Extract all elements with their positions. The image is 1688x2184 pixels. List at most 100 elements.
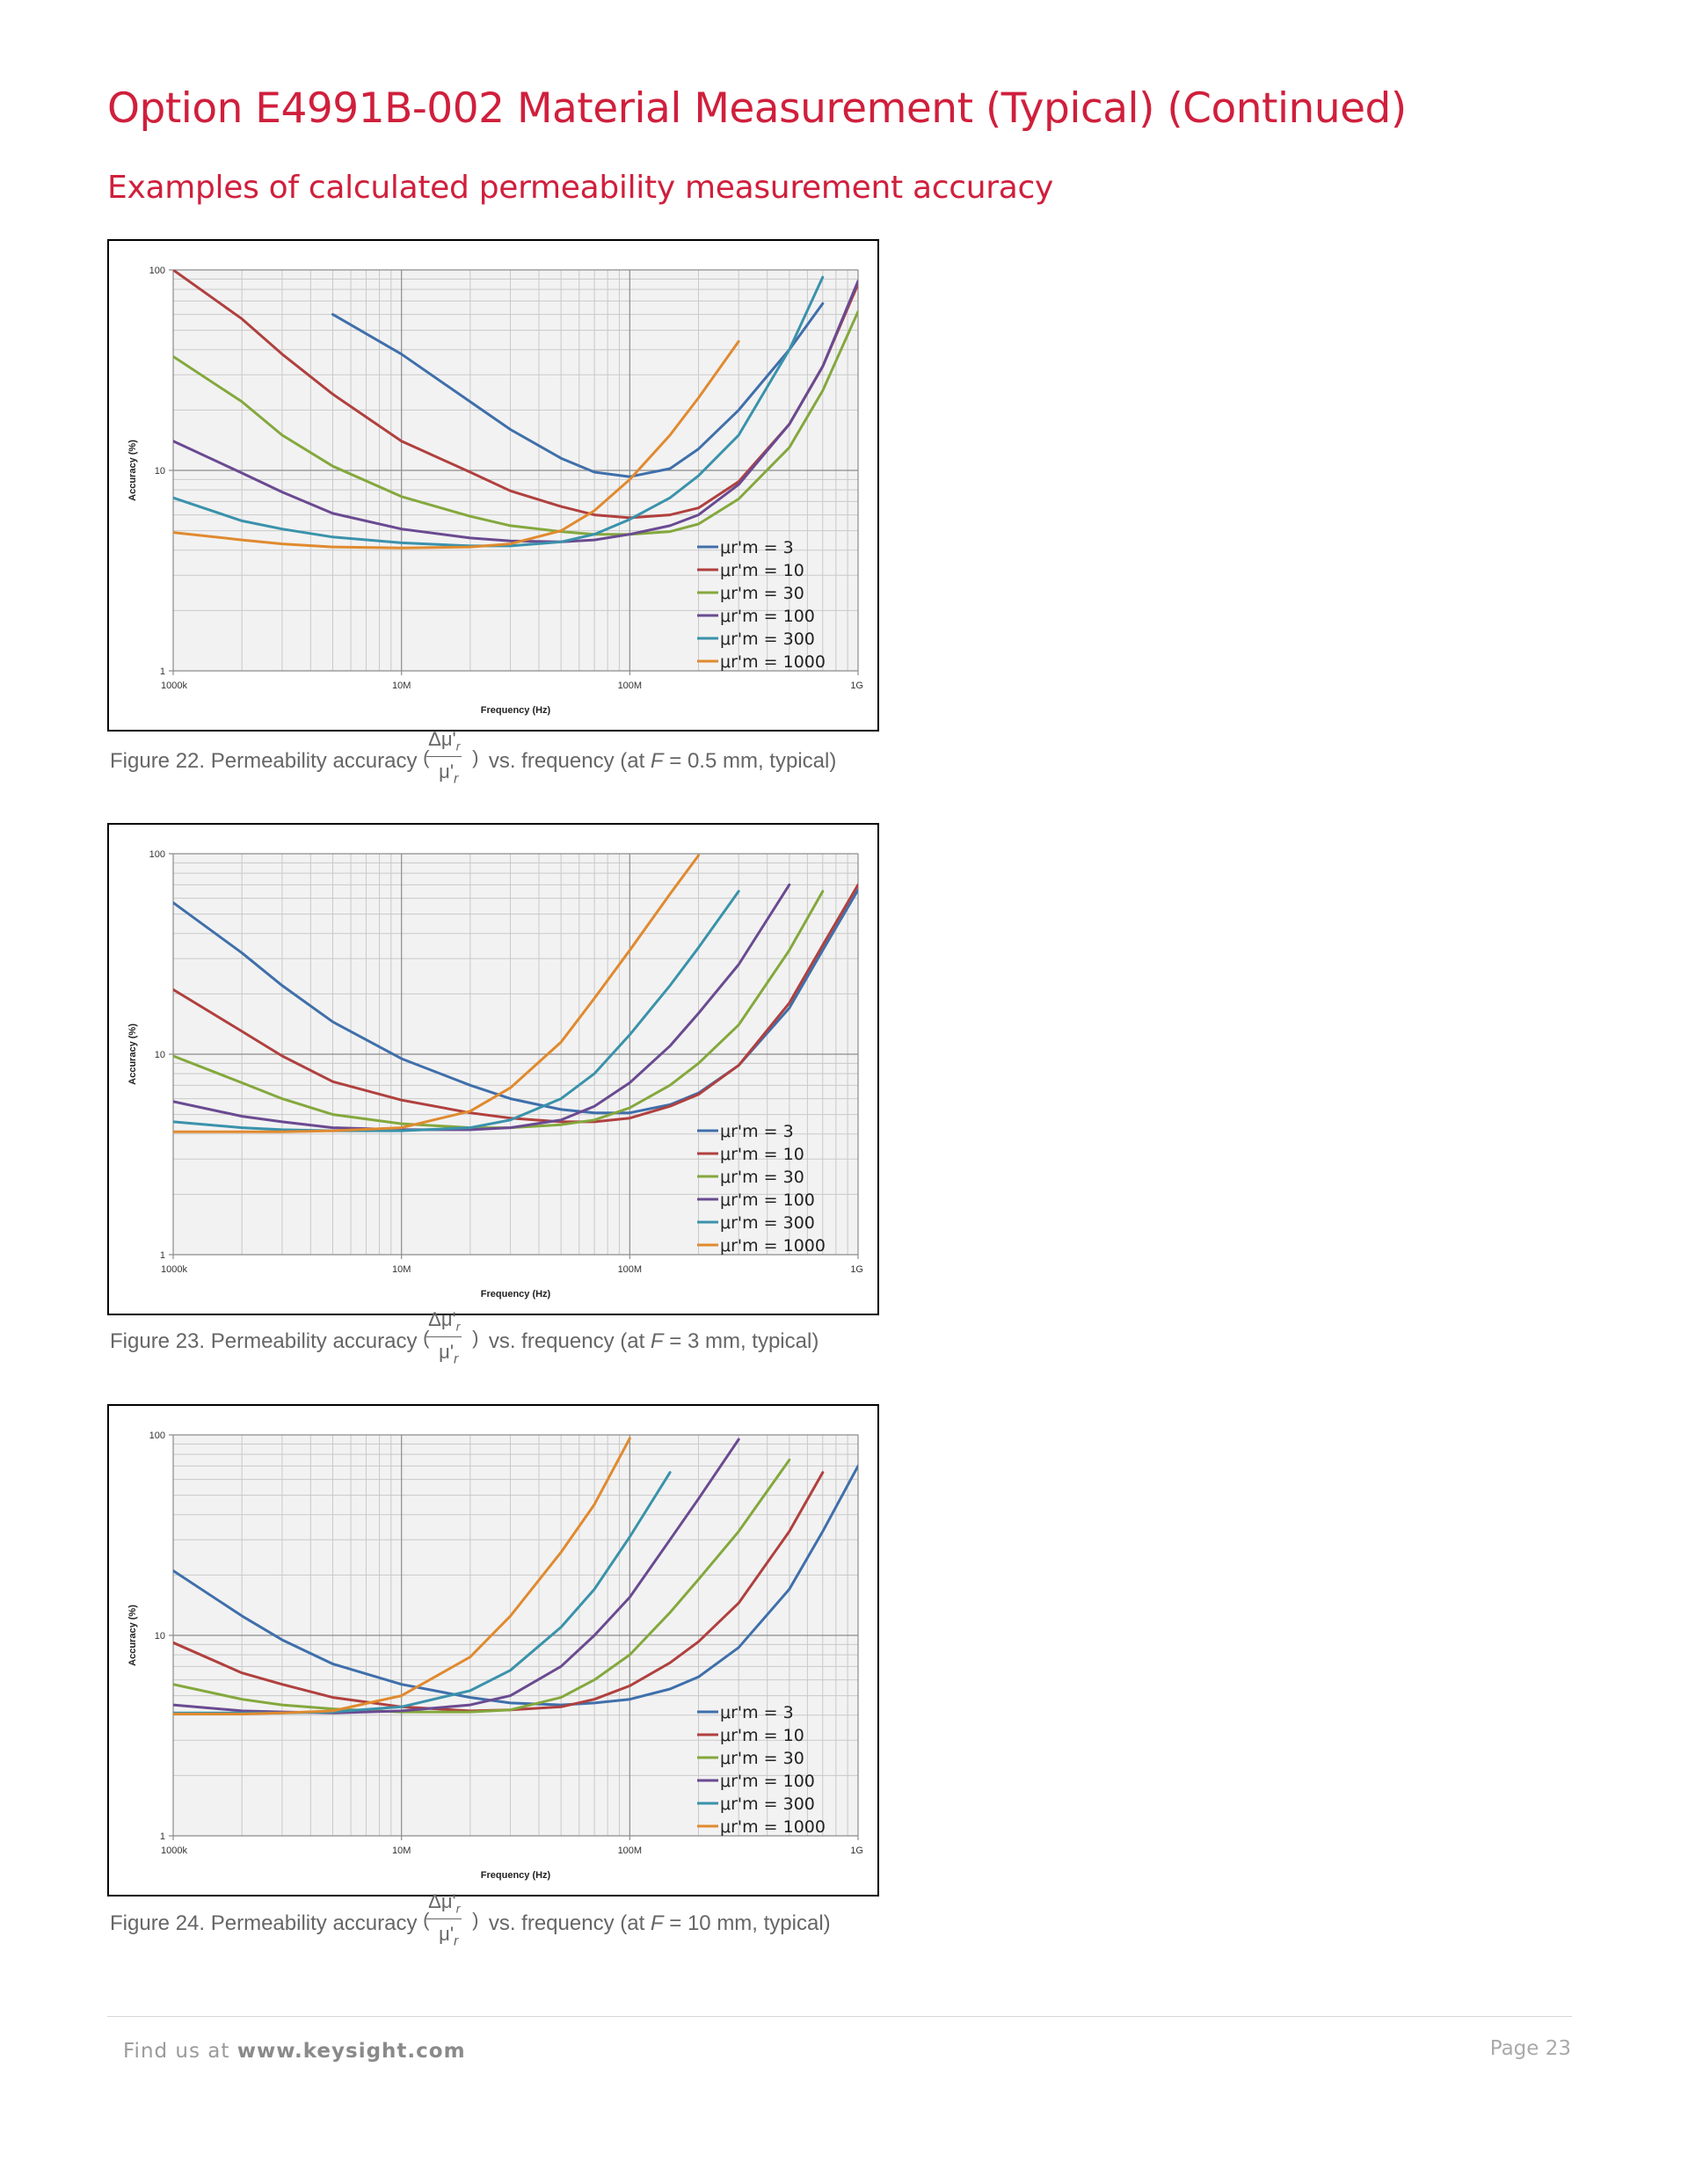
chart-svg: 1000k 10M 100M 1G 1 10 100 Frequency (Hz) Accura… xyxy=(127,1431,863,1881)
legend-label: μr'm = 10 xyxy=(720,561,804,580)
x-axis-label: Frequency (Hz) xyxy=(481,705,551,716)
x-tick-label: 1G xyxy=(850,1264,863,1275)
x-axis-label: Frequency (Hz) xyxy=(481,1289,551,1299)
page-number: Page 23 xyxy=(1489,2037,1571,2060)
series-line xyxy=(173,309,858,536)
y-tick-label: 100 xyxy=(149,1431,165,1441)
legend-label: μr'm = 100 xyxy=(720,607,815,626)
plot-border xyxy=(172,853,859,1256)
caption-formula: ( Δμ'r μ'r ) xyxy=(423,728,479,787)
legend-label: μr'm = 100 xyxy=(720,1190,815,1210)
series-line xyxy=(173,1437,631,1715)
y-axis-label: Accuracy (%) xyxy=(127,440,138,501)
legend-label: μr'm = 300 xyxy=(720,1213,815,1233)
y-tick-label: 10 xyxy=(155,1631,165,1642)
series-line xyxy=(173,339,740,550)
series-group xyxy=(173,1437,858,1715)
legend-label: μr'm = 300 xyxy=(720,630,815,649)
figure-24-chart: 1000k 10M 100M 1G 1 10 100 Frequency (Hz) Accura… xyxy=(107,1404,879,1896)
formula-denominator-sub: r xyxy=(454,771,459,787)
y-tick-label: 10 xyxy=(155,1050,165,1060)
caption-end: = 0.5 mm, typical) xyxy=(669,749,837,773)
formula-numerator: Δμ' xyxy=(428,1308,456,1330)
caption-formula: ( Δμ'r μ'r ) xyxy=(423,1308,479,1367)
formula-denominator-sub: r xyxy=(454,1933,459,1949)
figure-24-caption: Figure 24. Permeability accuracy ( Δμ'r … xyxy=(110,1890,831,1949)
series-line xyxy=(173,883,791,1132)
formula-numerator-sub: r xyxy=(455,739,461,753)
legend-label: μr'm = 30 xyxy=(720,584,804,603)
formula-numerator-sub: r xyxy=(455,1901,461,1916)
series-line xyxy=(173,1459,791,1714)
x-tick-label: 10M xyxy=(392,1845,411,1856)
legend-label: μr'm = 1000 xyxy=(720,1236,826,1256)
formula-numerator: Δμ' xyxy=(428,728,456,750)
formula-denominator: μ' xyxy=(439,1923,455,1945)
caption-prefix: Figure 22. Permeability accuracy xyxy=(110,749,418,773)
caption-variable: F xyxy=(650,1329,664,1353)
series-line xyxy=(173,280,858,543)
x-tick-label: 100M xyxy=(618,681,643,691)
y-axis-label: Accuracy (%) xyxy=(127,1023,138,1085)
x-tick-label: 100M xyxy=(618,1264,643,1275)
y-tick-label: 100 xyxy=(149,266,165,276)
footer-contact: Find us at www.keysight.com xyxy=(123,2040,466,2063)
x-axis-label: Frequency (Hz) xyxy=(481,1870,551,1881)
caption-suffix: vs. frequency (at xyxy=(488,1329,645,1353)
footer-divider xyxy=(107,2016,1572,2017)
caption-suffix: vs. frequency (at xyxy=(488,749,645,773)
series-line xyxy=(173,1471,825,1713)
x-tick-label: 1000k xyxy=(161,1264,187,1275)
y-tick-label: 1 xyxy=(160,666,165,677)
page-subtitle: Examples of calculated permeability meas… xyxy=(107,170,1053,206)
figure-22-caption: Figure 22. Permeability accuracy ( Δμ'r … xyxy=(110,728,837,787)
caption-end: = 10 mm, typical) xyxy=(669,1911,831,1935)
caption-formula: ( Δμ'r μ'r ) xyxy=(423,1890,479,1949)
x-tick-label: 1000k xyxy=(161,1845,187,1856)
series-group xyxy=(173,854,858,1133)
legend-label: μr'm = 10 xyxy=(720,1726,804,1745)
plot-border xyxy=(172,1434,859,1837)
plot-border xyxy=(172,269,859,672)
footer-link[interactable]: www.keysight.com xyxy=(236,2040,466,2063)
legend-label: μr'm = 1000 xyxy=(720,1817,826,1837)
y-axis-label: Accuracy (%) xyxy=(127,1605,138,1666)
formula-denominator: μ' xyxy=(439,1341,455,1363)
series-line xyxy=(331,302,825,478)
chart-svg: 1000k 10M 100M 1G 1 10 100 Frequency (Hz) Accura… xyxy=(127,849,863,1299)
legend-label: μr'm = 10 xyxy=(720,1145,804,1164)
chart-svg: 1000k 10M 100M 1G 1 10 100 Frequency (Hz) Accura… xyxy=(127,266,863,716)
y-tick-label: 10 xyxy=(155,466,165,477)
series-line xyxy=(173,275,825,548)
legend-label: μr'm = 3 xyxy=(720,1703,794,1722)
legend-label: μr'm = 100 xyxy=(720,1772,815,1791)
formula-numerator: Δμ' xyxy=(428,1890,456,1912)
series-line xyxy=(173,890,740,1132)
caption-variable: F xyxy=(650,1911,664,1935)
series-line xyxy=(173,854,700,1133)
legend-label: μr'm = 3 xyxy=(720,538,794,557)
series-group xyxy=(173,270,858,550)
caption-variable: F xyxy=(650,749,664,773)
caption-prefix: Figure 24. Permeability accuracy xyxy=(110,1911,418,1935)
footer-prefix: Find us at xyxy=(123,2040,230,2063)
legend-label: μr'm = 300 xyxy=(720,1795,815,1814)
series-line xyxy=(173,888,858,1115)
page-title: Option E4991B-002 Material Measurement (… xyxy=(107,84,1407,133)
caption-end: = 3 mm, typical) xyxy=(669,1329,819,1353)
figure-22-chart: 1000k 10M 100M 1G 1 10 100 Frequency (Hz) Accura… xyxy=(107,239,879,732)
caption-suffix: vs. frequency (at xyxy=(488,1911,645,1935)
legend-label: μr'm = 3 xyxy=(720,1122,794,1141)
formula-numerator-sub: r xyxy=(455,1319,461,1334)
series-line xyxy=(173,890,825,1130)
x-tick-label: 1000k xyxy=(161,681,187,691)
x-tick-label: 100M xyxy=(618,1845,643,1856)
y-tick-label: 1 xyxy=(160,1250,165,1261)
legend-label: μr'm = 30 xyxy=(720,1168,804,1187)
legend-label: μr'm = 1000 xyxy=(720,652,826,672)
figure-23-chart: 1000k 10M 100M 1G 1 10 100 Frequency (Hz) Accura… xyxy=(107,823,879,1315)
formula-denominator: μ' xyxy=(439,761,455,783)
x-tick-label: 1G xyxy=(850,681,863,691)
x-tick-label: 10M xyxy=(392,1264,411,1275)
formula-denominator-sub: r xyxy=(454,1351,459,1367)
